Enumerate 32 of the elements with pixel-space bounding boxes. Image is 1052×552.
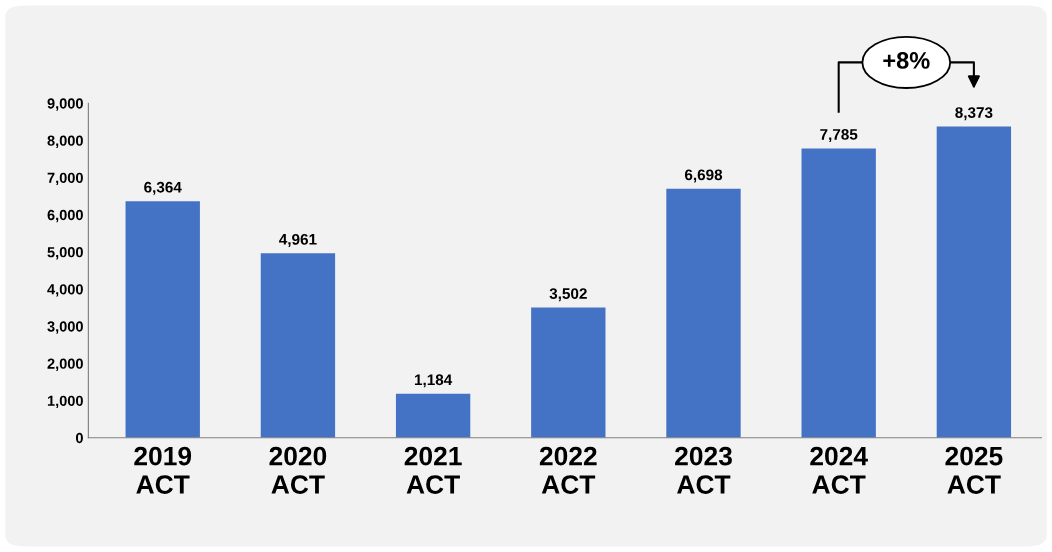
x-tick-label: 2020 ACT <box>269 446 327 494</box>
y-tick-label: 3,000 <box>47 321 83 334</box>
bar <box>125 201 200 438</box>
data-label: 6,364 <box>144 181 182 195</box>
x-tick-label: 2022 ACT <box>539 446 597 494</box>
data-label: 8,373 <box>955 107 993 121</box>
data-label: 4,961 <box>279 233 317 247</box>
x-tick-label: 2023 ACT <box>675 446 732 494</box>
y-tick-label: 8,000 <box>47 135 83 148</box>
x-tick-label: 2021 ACT <box>404 446 462 494</box>
y-tick-label: 6,000 <box>47 209 83 223</box>
y-tick-label: 2,000 <box>47 358 83 371</box>
text: +8% <box>883 52 930 69</box>
bar <box>936 126 1012 438</box>
y-tick-label: 5,000 <box>47 247 83 260</box>
data-label: 6,698 <box>684 169 723 183</box>
bar <box>666 188 741 438</box>
bar <box>260 253 336 438</box>
y-tick-label: 9,000 <box>47 98 83 111</box>
x-tick-label: 2024 ACT <box>810 446 868 494</box>
data-label: 7,785 <box>820 128 858 143</box>
bar <box>395 393 471 438</box>
y-tick-label: 1,000 <box>47 395 83 409</box>
x-tick-label: 2019 ACT <box>134 446 192 494</box>
y-tick-label: 0 <box>75 432 83 444</box>
y-tick-label: 7,000 <box>47 172 83 186</box>
data-label: 3,502 <box>549 288 587 302</box>
x-tick-label: 2025 ACT <box>945 446 1003 494</box>
data-label: 1,184 <box>414 374 453 388</box>
bar <box>531 307 606 438</box>
y-tick-label: 4,000 <box>47 284 83 297</box>
bar <box>801 148 876 438</box>
